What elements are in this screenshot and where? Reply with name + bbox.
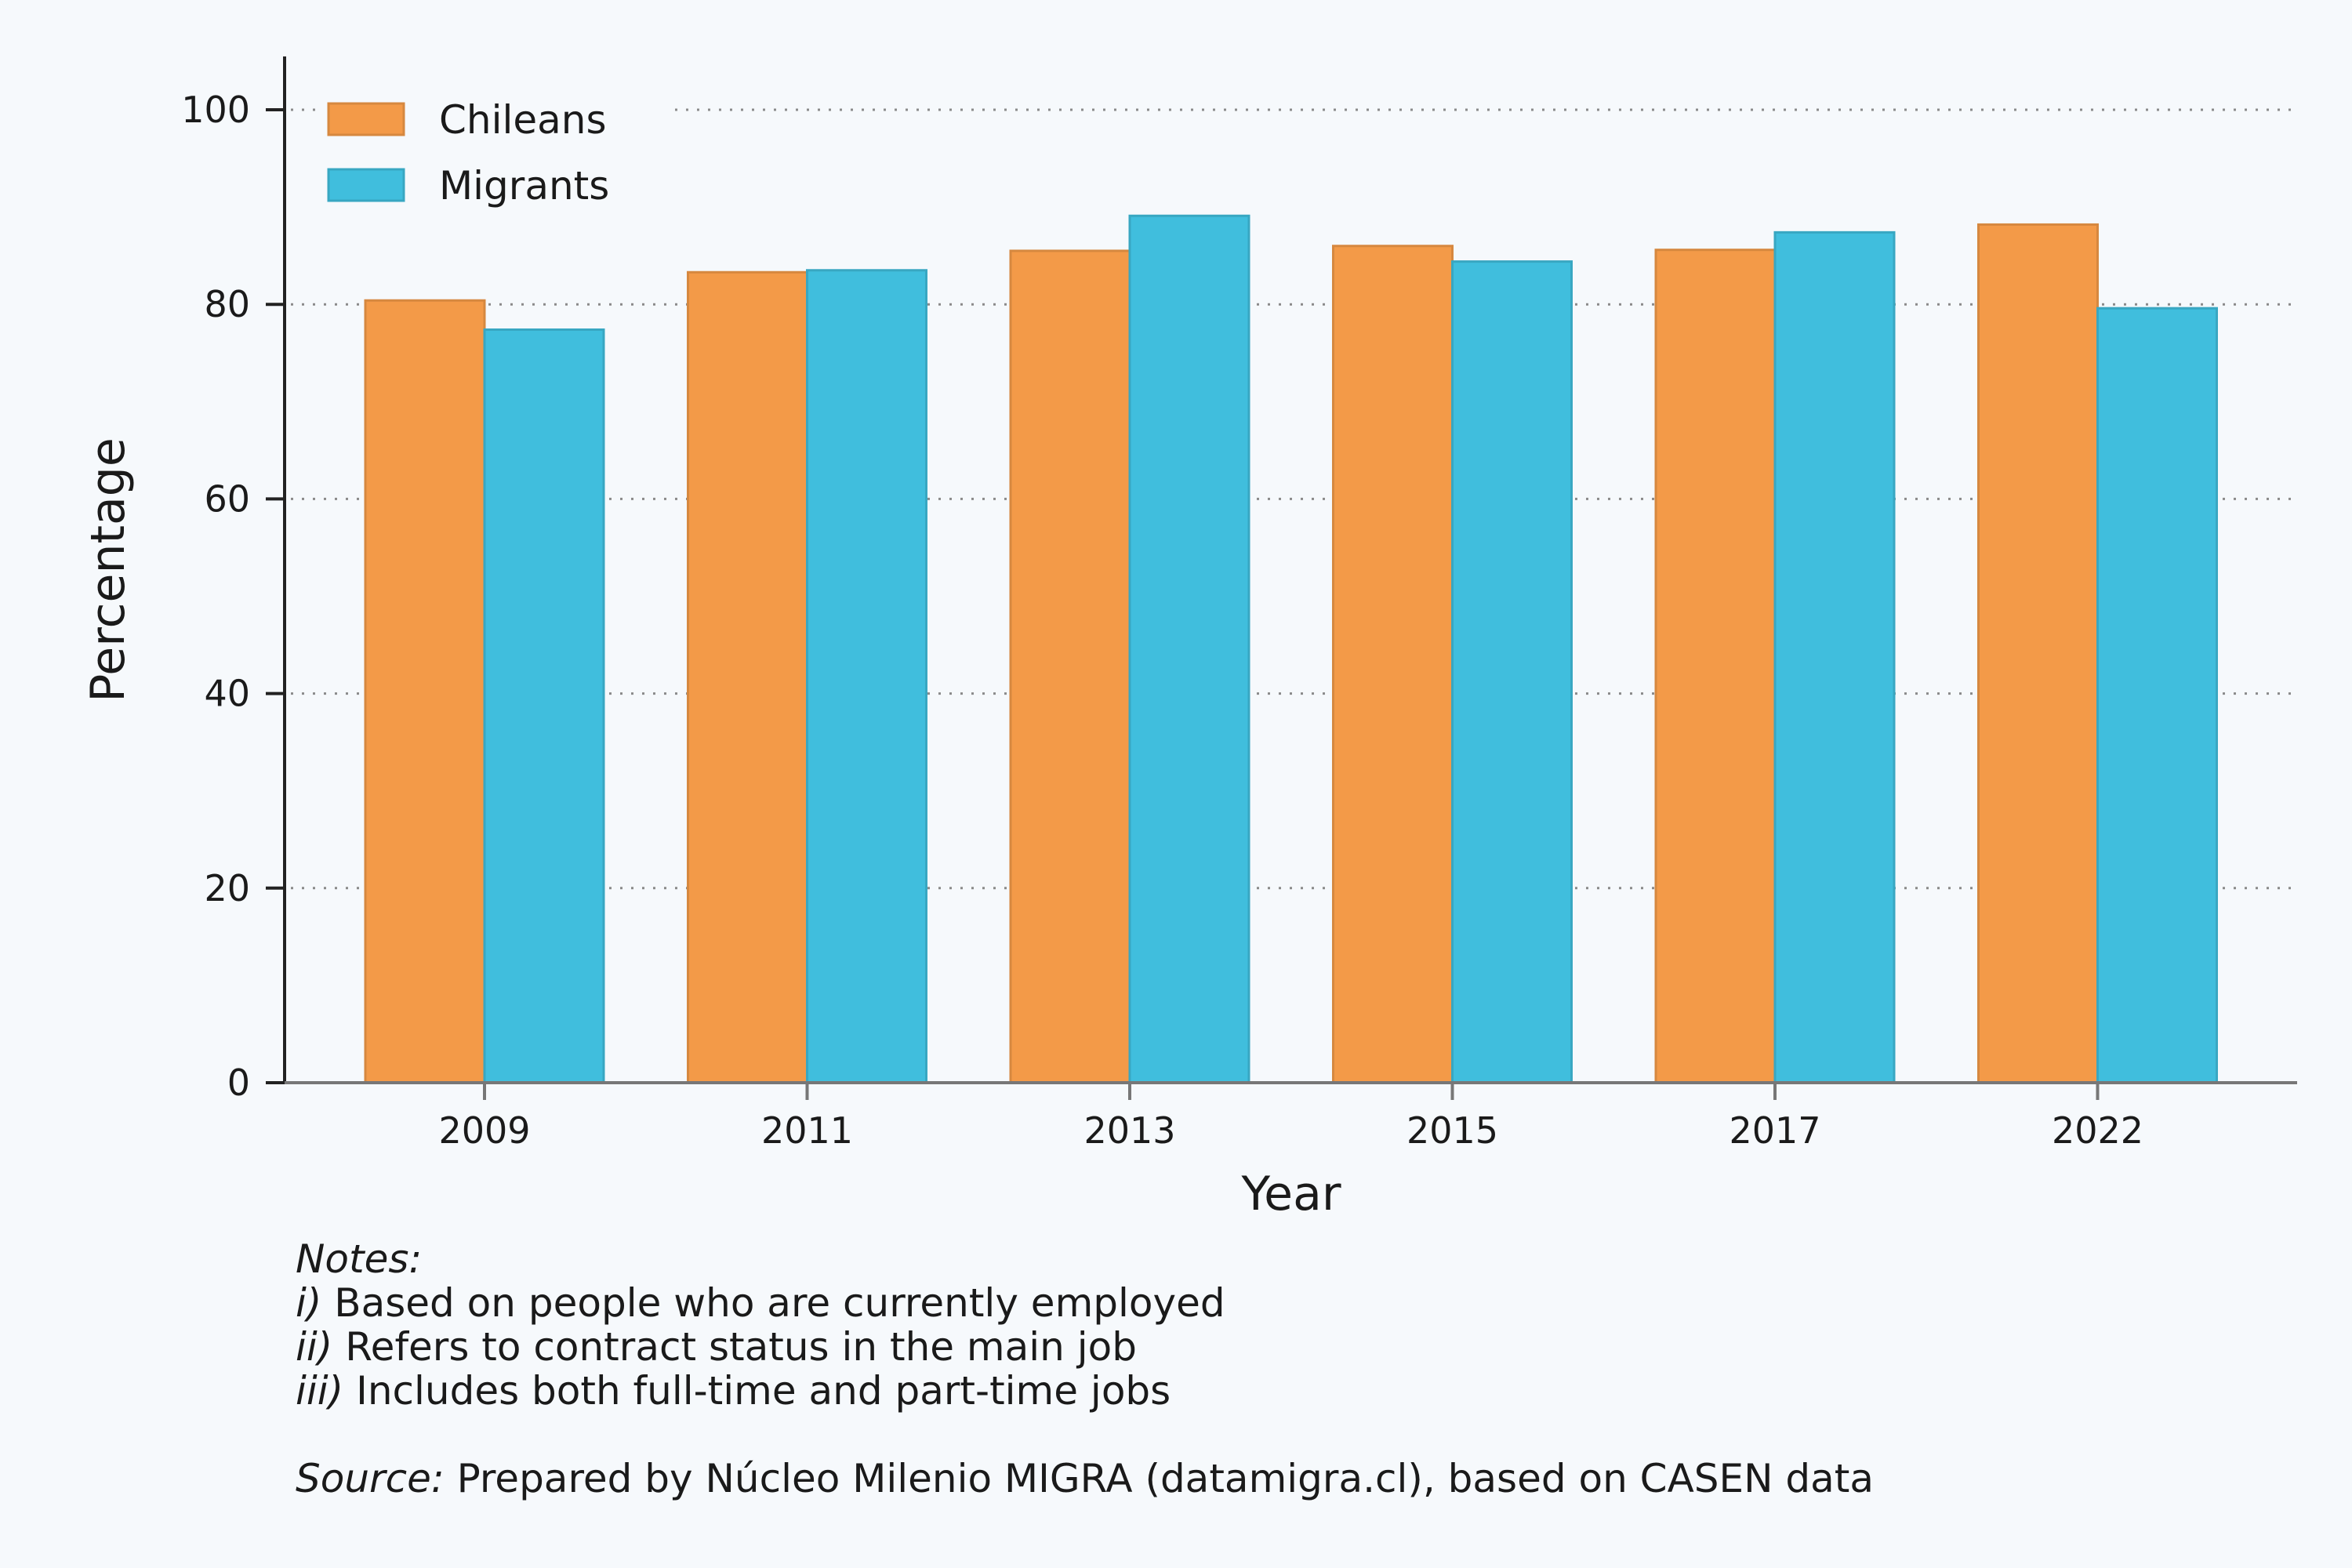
source-line: Source: Prepared by Núcleo Milenio MIGRA… — [296, 1457, 1874, 1501]
legend-label-migrants: Migrants — [439, 163, 609, 209]
y-ticks: 0 20 40 60 80 100 — [181, 89, 285, 1104]
bar-migrants-2011 — [806, 269, 927, 1084]
y-tick-label: 60 — [204, 477, 250, 520]
x-ticks: 2009 2011 2013 2015 2017 2022 — [438, 1083, 2143, 1152]
y-tick-label: 80 — [204, 283, 250, 325]
y-axis-title: Percentage — [81, 437, 136, 702]
bar-chileans-2011 — [687, 270, 808, 1084]
legend-swatch-chileans — [327, 102, 405, 136]
x-tick-label: 2011 — [761, 1109, 853, 1152]
note-marker: i) — [296, 1280, 322, 1326]
x-tick-label: 2009 — [438, 1109, 530, 1152]
bars — [364, 214, 2218, 1084]
bar-migrants-2015 — [1451, 260, 1573, 1084]
note-item: ii) Refers to contract status in the mai… — [296, 1325, 1874, 1369]
y-tick-label: 100 — [181, 89, 250, 131]
notes-heading: Notes: — [296, 1236, 423, 1282]
note-marker: iii) — [296, 1368, 344, 1414]
bar-migrants-2009 — [483, 328, 605, 1084]
source-label: Source: — [296, 1456, 445, 1501]
y-tick-label: 40 — [204, 673, 250, 715]
note-item: iii) Includes both full-time and part-ti… — [296, 1369, 1874, 1413]
bar-chileans-2017 — [1654, 249, 1777, 1084]
notes-heading-line: Notes: — [296, 1237, 1874, 1281]
x-tick-label: 2013 — [1083, 1109, 1175, 1152]
bar-migrants-2022 — [2096, 307, 2218, 1084]
bar-chart: 0 20 40 60 80 100 2009 2011 2013 2015 2017 2022 Ye… — [81, 47, 2297, 1221]
source-text: Prepared by Núcleo Milenio MIGRA (datami… — [444, 1456, 1875, 1501]
y-tick-label: 20 — [204, 867, 250, 909]
bar-chileans-2009 — [364, 299, 486, 1084]
note-item: i) Based on people who are currently emp… — [296, 1281, 1874, 1325]
y-tick-label: 0 — [227, 1062, 250, 1104]
note-text: Based on people who are currently employ… — [321, 1280, 1225, 1326]
bar-chileans-2015 — [1332, 245, 1454, 1084]
bar-migrants-2017 — [1773, 230, 1896, 1084]
legend: Chileans Migrants — [315, 47, 668, 212]
bar-migrants-2013 — [1128, 214, 1250, 1084]
legend-label-chileans: Chileans — [439, 97, 607, 143]
notes-block: Notes: i) Based on people who are curren… — [296, 1237, 1874, 1501]
x-tick-label: 2015 — [1406, 1109, 1498, 1152]
note-marker: ii) — [296, 1324, 333, 1370]
note-text: Refers to contract status in the main jo… — [332, 1324, 1137, 1370]
axes — [283, 56, 2297, 1084]
bar-chileans-2022 — [1977, 223, 2099, 1084]
x-axis-title: Year — [1240, 1167, 1341, 1221]
note-text: Includes both full-time and part-time jo… — [343, 1368, 1171, 1414]
x-tick-label: 2022 — [2052, 1109, 2143, 1152]
legend-swatch-migrants — [327, 168, 405, 202]
x-tick-label: 2017 — [1729, 1109, 1820, 1152]
bar-chileans-2013 — [1009, 249, 1131, 1084]
